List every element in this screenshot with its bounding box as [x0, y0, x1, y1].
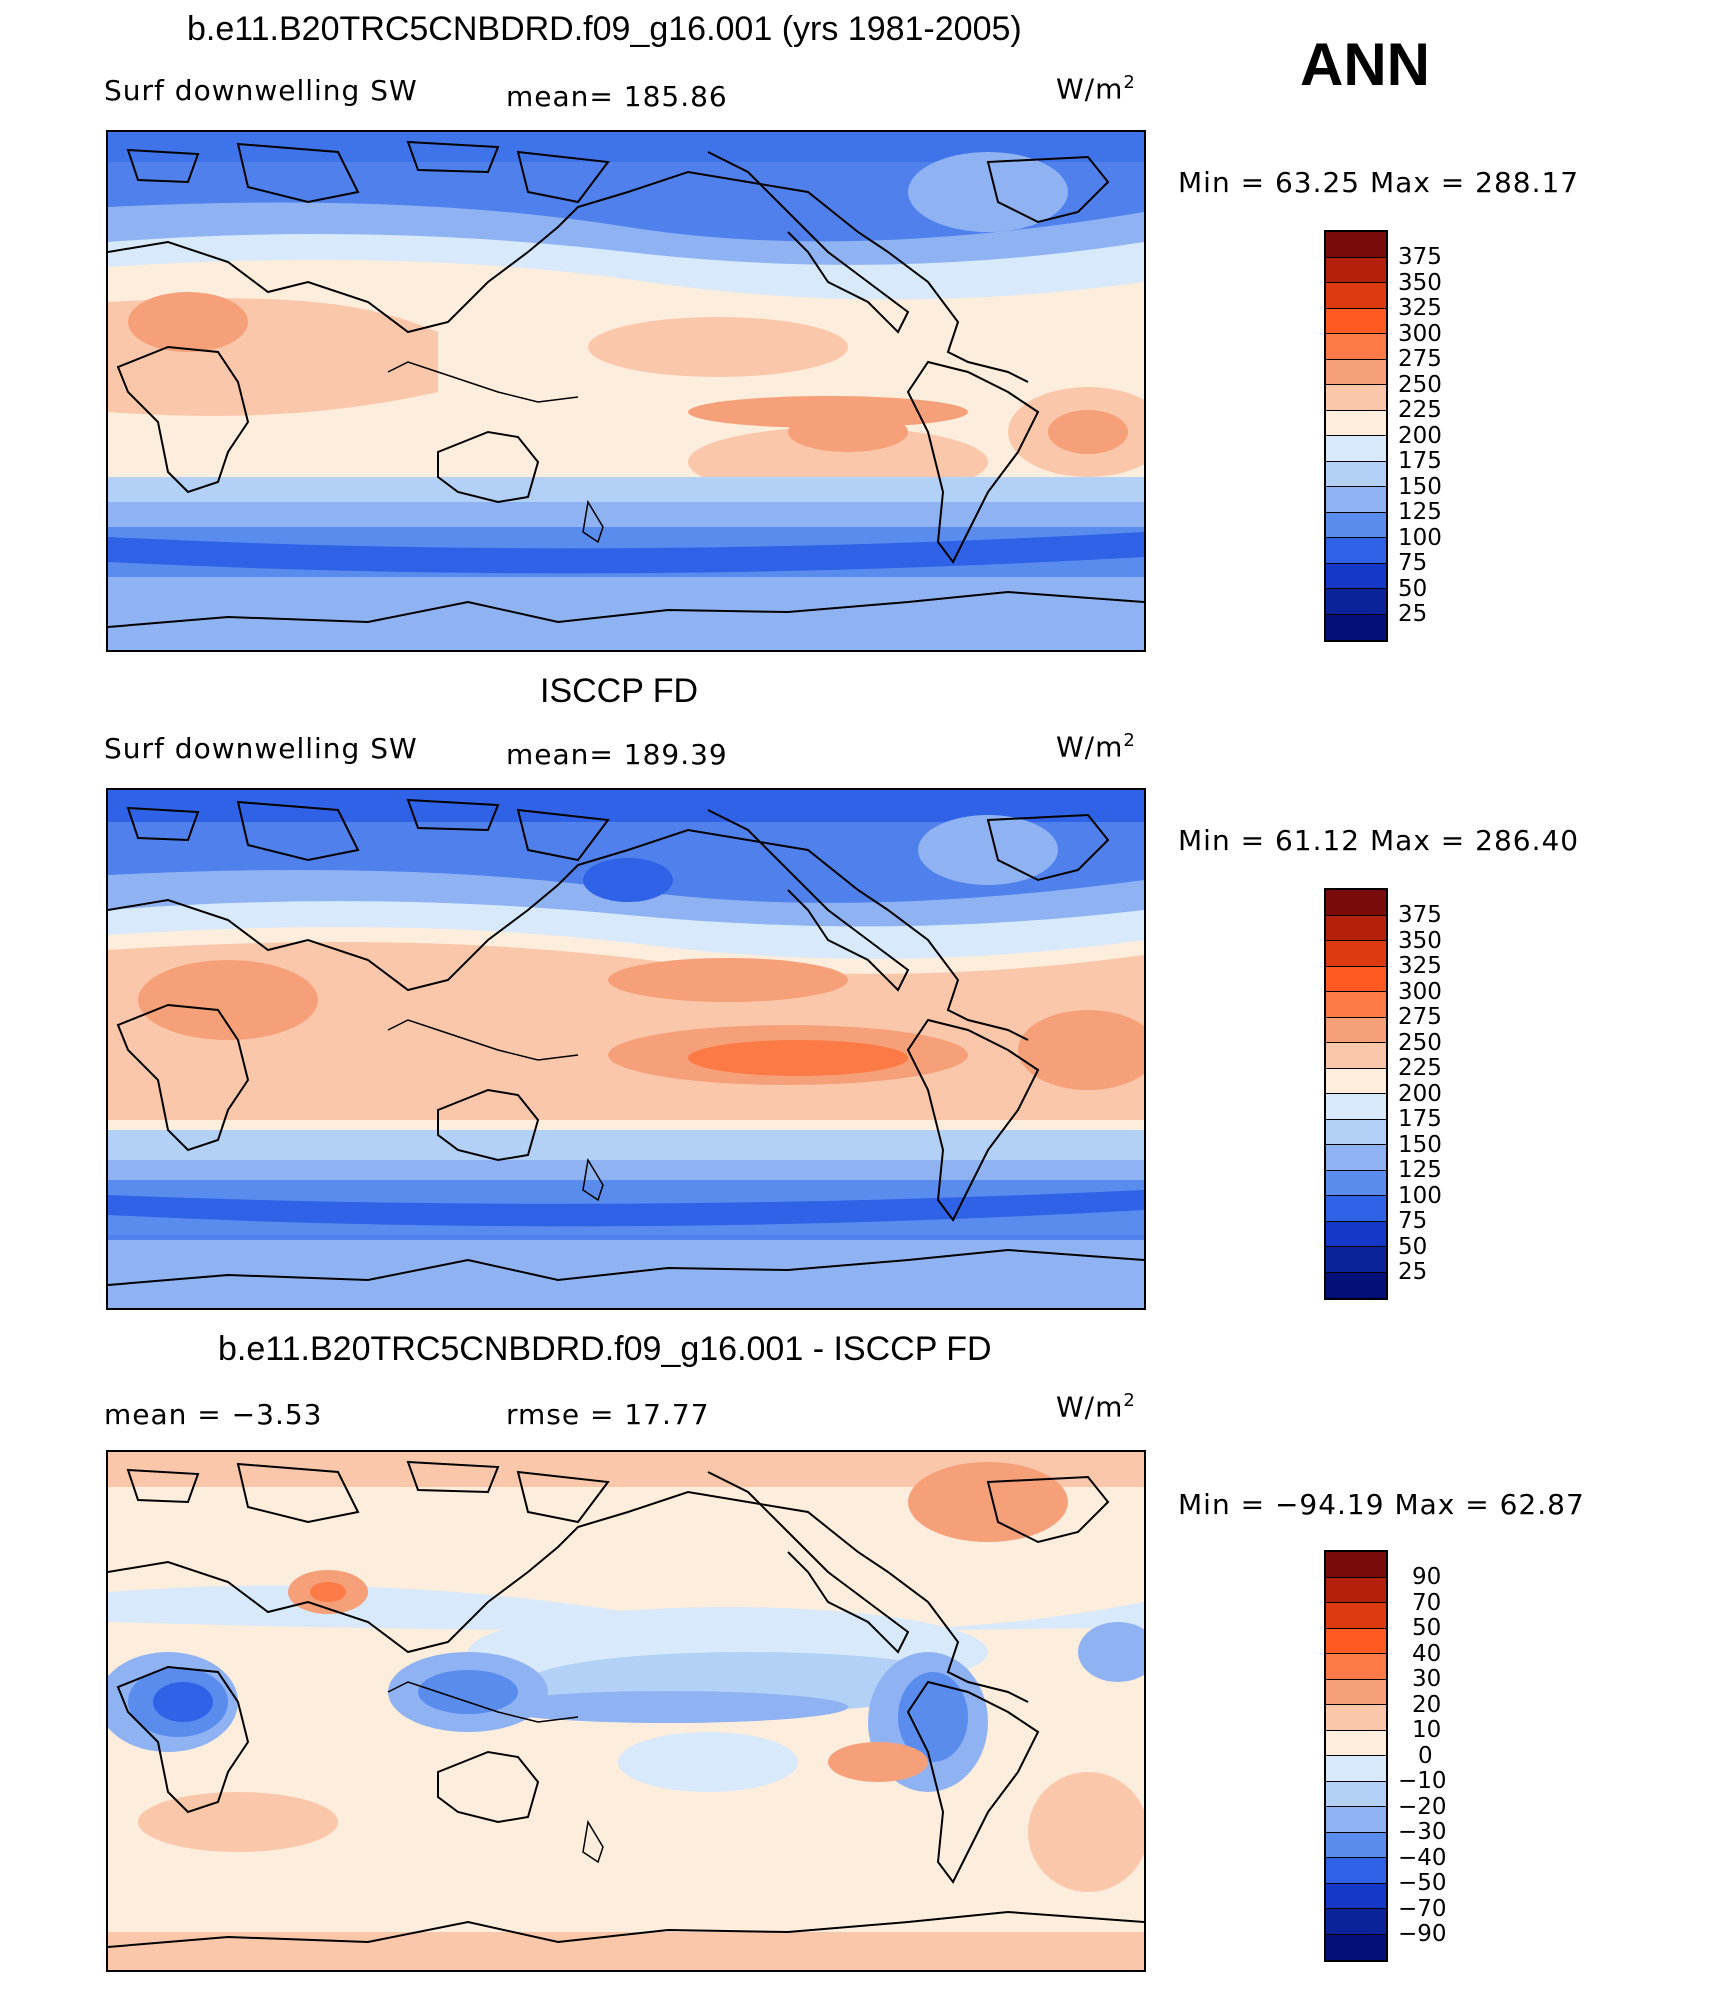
colorbar-tick-label: −30 [1398, 1819, 1447, 1845]
colorbar-tick-label: 20 [1412, 1691, 1442, 1718]
colorbar-tick-label: 150 [1398, 473, 1442, 500]
panel-obs-title: ISCCP FD [540, 672, 699, 710]
colorbar-tick-label: 275 [1398, 346, 1442, 372]
colorbar-tick-label: 30 [1412, 1666, 1442, 1692]
colorbar-tick-label: 375 [1398, 244, 1442, 270]
colorbar-tick-label: 50 [1412, 1615, 1442, 1641]
colorbar-tick-label: 175 [1398, 1106, 1442, 1132]
panel-obs-variable-label: Surf downwelling SW [104, 732, 418, 765]
colorbar-tick-label: −90 [1398, 1921, 1447, 1947]
colorbar-tick-label: 50 [1398, 1233, 1428, 1260]
panel-model-mean-label: mean= 185.86 [506, 80, 728, 113]
colorbar-tick-label: 325 [1398, 953, 1442, 979]
colorbar-tick-label: 125 [1398, 1157, 1442, 1183]
colorbar-tick-label: 50 [1398, 575, 1428, 602]
colorbar-tick-label: 125 [1398, 499, 1442, 525]
colorbar-tick-label: 200 [1398, 1080, 1442, 1107]
colorbar-tick-label: 225 [1398, 1055, 1442, 1081]
colorbar-tick-label: 75 [1398, 1208, 1428, 1234]
panel-model-variable-label: Surf downwelling SW [104, 74, 418, 107]
colorbar-tick-label: 175 [1398, 448, 1442, 474]
colorbar-tick-label: 40 [1412, 1640, 1442, 1667]
panel-model-colorbar [1324, 230, 1388, 642]
panel-diff-mean-label: mean = −3.53 [104, 1398, 323, 1431]
colorbar-tick-label: 10 [1412, 1717, 1442, 1743]
panel-model-title: b.e11.B20TRC5CNBDRD.f09_g16.001 (yrs 198… [187, 10, 1022, 48]
colorbar-tick-label: 70 [1412, 1589, 1442, 1616]
colorbar-tick-label: 250 [1398, 1029, 1442, 1056]
panel-obs-map [106, 788, 1146, 1310]
panel-diff-map [106, 1450, 1146, 1972]
colorbar-tick-label: −40 [1398, 1844, 1447, 1871]
panel-diff-minmax: Min = −94.19 Max = 62.87 [1178, 1488, 1585, 1521]
colorbar-tick-label: 90 [1412, 1564, 1442, 1590]
colorbar-tick-label: 225 [1398, 397, 1442, 423]
colorbar-tick-label: 250 [1398, 371, 1442, 398]
colorbar-tick-label: 200 [1398, 422, 1442, 449]
panel-diff-rmse-label: rmse = 17.77 [506, 1398, 710, 1431]
panel-obs-colorbar [1324, 888, 1388, 1300]
colorbar-tick-label: 150 [1398, 1131, 1442, 1158]
colorbar-tick-label: 100 [1398, 1182, 1442, 1209]
panel-obs-units: W/m2 [1056, 730, 1136, 764]
colorbar-tick-label: 25 [1398, 1259, 1428, 1285]
colorbar-tick-label: −20 [1398, 1793, 1447, 1820]
panel-obs-mean-label: mean= 189.39 [506, 738, 728, 771]
colorbar-tick-label: 75 [1398, 550, 1428, 576]
panel-obs-minmax: Min = 61.12 Max = 286.40 [1178, 824, 1580, 857]
colorbar-tick-label: 100 [1398, 524, 1442, 551]
colorbar-tick-label: −10 [1398, 1768, 1447, 1794]
colorbar-tick-label: 300 [1398, 320, 1442, 347]
colorbar-tick-label: 300 [1398, 978, 1442, 1005]
colorbar-tick-label: 275 [1398, 1004, 1442, 1030]
colorbar-tick-label: 350 [1398, 927, 1442, 954]
panel-model-units: W/m2 [1056, 72, 1136, 106]
colorbar-tick-label: 350 [1398, 269, 1442, 296]
colorbar-tick-label: 0 [1418, 1742, 1433, 1769]
colorbar-tick-label: −50 [1398, 1870, 1447, 1896]
panel-diff-colorbar [1324, 1550, 1388, 1962]
colorbar-tick-label: 375 [1398, 902, 1442, 928]
panel-model-map [106, 130, 1146, 652]
panel-model-minmax: Min = 63.25 Max = 288.17 [1178, 166, 1580, 199]
panel-diff-units: W/m2 [1056, 1390, 1136, 1424]
season-label: ANN [1300, 31, 1430, 98]
panel-diff-title: b.e11.B20TRC5CNBDRD.f09_g16.001 - ISCCP … [218, 1330, 992, 1368]
colorbar-tick-label: −70 [1398, 1895, 1447, 1922]
colorbar-tick-label: 25 [1398, 601, 1428, 627]
colorbar-tick-label: 325 [1398, 295, 1442, 321]
